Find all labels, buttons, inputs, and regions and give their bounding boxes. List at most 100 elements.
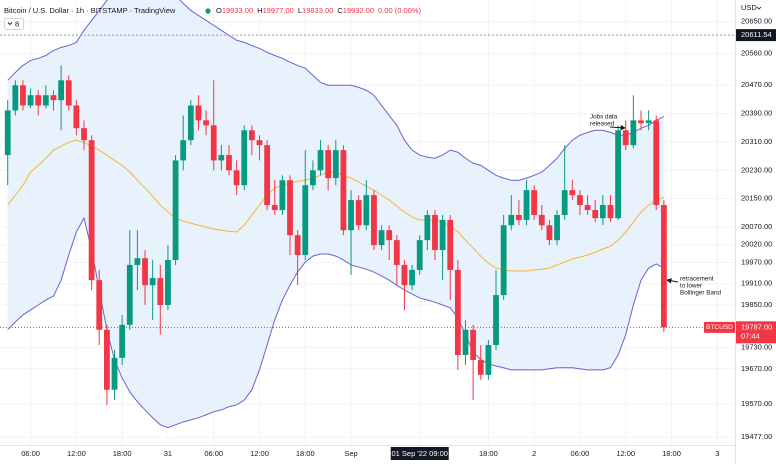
y-tick-label: 20310.00: [741, 137, 772, 146]
candle-body: [187, 105, 194, 141]
candle-body: [310, 170, 316, 186]
candle-body: [477, 359, 484, 375]
candle-body: [584, 205, 591, 211]
y-tick-label: 19477.00: [741, 432, 772, 441]
currency-chevron: [756, 6, 762, 10]
ohlc-key: C: [337, 6, 343, 15]
candle-body: [149, 278, 156, 286]
indicator-count: 8: [15, 19, 19, 28]
candle-body: [111, 357, 118, 390]
x-tick-label: 18:00: [662, 449, 681, 458]
candle-body: [279, 180, 286, 211]
annotation-text: retracement: [680, 276, 714, 283]
candle-body: [96, 280, 103, 330]
x-tick-label: 18:00: [296, 449, 315, 458]
legend-header: Bitcoin / U.S. Dollar · 1h · BITSTAMP · …: [4, 3, 762, 30]
candle-body: [424, 214, 431, 241]
candle-body: [195, 105, 202, 121]
candle-body: [371, 195, 377, 246]
candle-body: [378, 230, 385, 246]
candle-body: [523, 190, 530, 220]
candle-body: [241, 130, 248, 186]
ohlc-change: 0.00 (0.00%): [378, 6, 421, 15]
candle-body: [180, 140, 187, 161]
y-tick-label: 20070.00: [741, 222, 772, 231]
candle-body: [561, 190, 568, 215]
candle-body: [531, 190, 538, 215]
candle-body: [256, 140, 263, 146]
candle-body: [393, 240, 400, 265]
y-tick-label: 19670.00: [741, 364, 772, 373]
y-tick-label: 20650.00: [741, 16, 772, 25]
candle-body: [81, 128, 87, 141]
candle-body: [447, 219, 454, 270]
market-status-dot: [205, 8, 211, 14]
candle-body: [569, 190, 576, 196]
candle-body: [592, 210, 599, 219]
candle-body: [271, 205, 278, 211]
band-fill: [7, 0, 664, 428]
indicator-toggle[interactable]: [4, 18, 24, 30]
candle-body: [4, 110, 11, 156]
candle-body: [210, 125, 217, 161]
candle-body: [126, 264, 133, 325]
candle-body: [233, 170, 240, 186]
x-tick-label: 12:00: [67, 449, 86, 458]
chevron: [7, 22, 13, 26]
candle-body: [638, 120, 644, 124]
y-tick-label: 20470.00: [741, 80, 772, 89]
currency[interactable]: USD: [741, 3, 757, 12]
candle-body: [203, 120, 209, 126]
y-tick-label: 20020.00: [741, 240, 772, 249]
candle-body: [157, 278, 164, 306]
candle-body: [332, 150, 339, 179]
symbol-label: BTCUSD: [706, 324, 733, 331]
symbol-title: Bitcoin / U.S. Dollar · 1h · BITSTAMP · …: [4, 6, 176, 15]
ohlc-key: L: [298, 6, 302, 15]
annotation-text: Bollinger Band: [680, 290, 721, 297]
annotation-text: to lower: [680, 283, 702, 290]
ohlc-values: O19933.00 H19977.00 L19833.00 C19932.00 0.00…: [216, 6, 421, 15]
candle-body: [12, 85, 19, 111]
x-tick-label: 06:00: [21, 449, 40, 458]
candle-body: [660, 205, 667, 328]
y-tick-label: 20230.00: [741, 165, 772, 174]
candle-body: [500, 225, 507, 296]
candle-body: [577, 195, 583, 206]
candle-body: [218, 155, 225, 161]
candle-body: [340, 150, 347, 231]
candle-body: [439, 219, 446, 251]
y-tick-label: 19730.00: [741, 343, 772, 352]
plot-area: [0, 0, 735, 429]
candle-body: [462, 329, 469, 355]
candle-body: [508, 214, 515, 226]
x-tick-label: 12:00: [250, 449, 269, 458]
candle-body: [35, 95, 42, 106]
candle-body: [287, 180, 293, 236]
candle-body: [607, 205, 614, 219]
y-tick-label: 20150.00: [741, 194, 772, 203]
ohlc-value: 19977.00: [263, 6, 294, 15]
x-tick-label: 18:00: [113, 449, 132, 458]
candle-body: [226, 155, 232, 171]
candle-body: [538, 214, 545, 226]
countdown-label: 07:44: [741, 331, 760, 340]
candle-body: [134, 258, 141, 265]
candle-body: [119, 324, 126, 358]
ohlc-key: O: [216, 6, 222, 15]
ohlc-value: 19933.00: [222, 6, 253, 15]
y-tick-label: 19850.00: [741, 300, 772, 309]
y-tick-label: 19570.00: [741, 399, 772, 408]
candle-body: [65, 80, 72, 106]
candle-body: [42, 95, 49, 106]
x-tick-label: 18:00: [479, 449, 498, 458]
x-tick-label: 01 Sep '22 09:00: [391, 449, 447, 458]
candle-body: [653, 120, 660, 206]
x-tick-label: 2: [532, 449, 536, 458]
candle-body: [599, 205, 606, 219]
candle-body: [470, 329, 477, 360]
candle-body: [554, 214, 560, 241]
last-price-label: 19787.00: [741, 322, 772, 331]
